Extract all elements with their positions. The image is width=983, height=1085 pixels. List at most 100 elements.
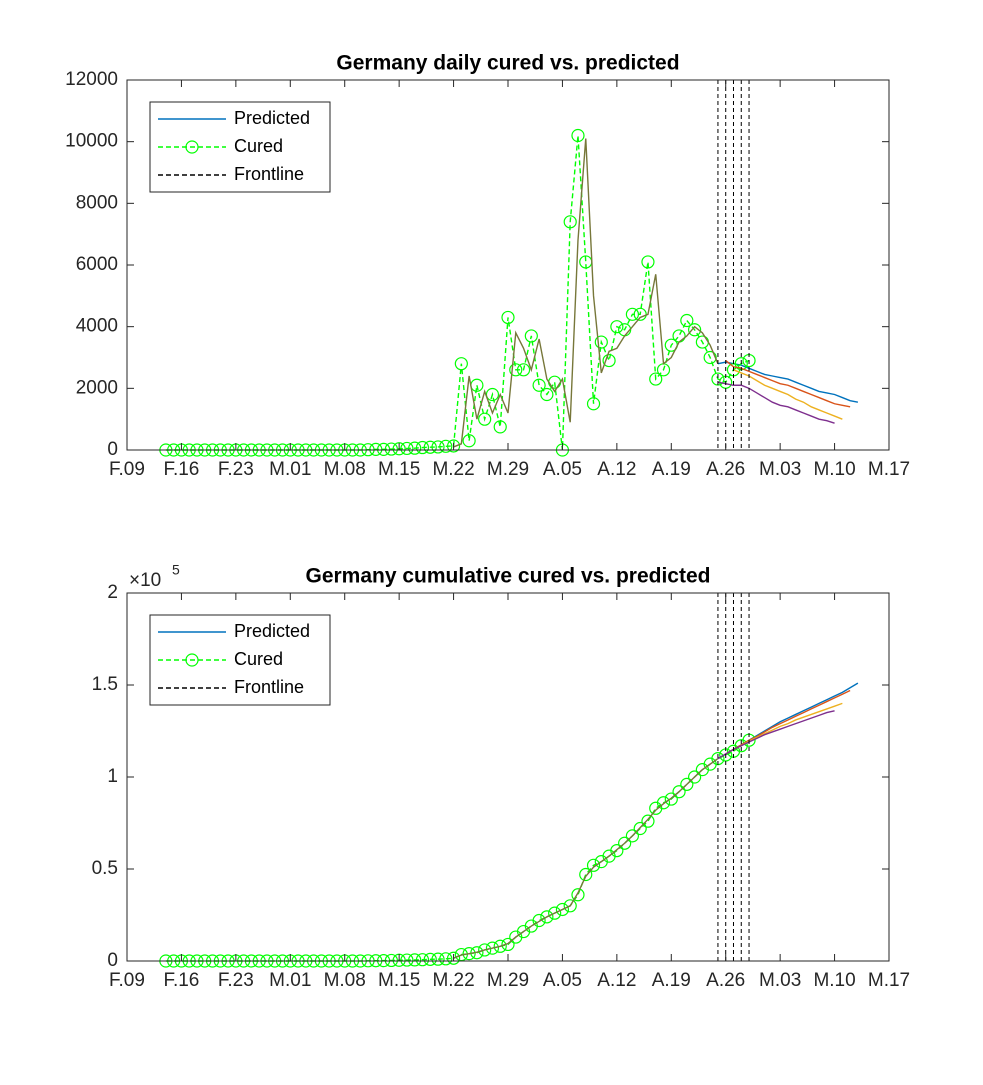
x-tick-label: M.17	[868, 970, 910, 991]
y-tick-label: 6000	[76, 254, 118, 275]
data-point	[563, 899, 577, 913]
chart-title: Germany daily cured vs. predicted	[336, 52, 679, 75]
legend-label: Frontline	[234, 164, 304, 184]
data-point	[478, 943, 492, 957]
x-tick-label: M.10	[813, 459, 855, 480]
x-tick-label: A.12	[597, 459, 636, 480]
data-point	[680, 313, 694, 328]
x-tick-label: F.16	[163, 970, 199, 991]
axis-exponent: ×10	[129, 570, 161, 591]
data-point	[672, 785, 686, 799]
data-point	[633, 821, 647, 836]
y-tick-label: 0.5	[92, 858, 118, 879]
data-point	[439, 952, 453, 966]
legend-box	[149, 614, 331, 706]
data-point	[423, 440, 437, 454]
y-tick-label: 12000	[65, 69, 118, 90]
data-point	[586, 858, 601, 872]
data-point	[579, 867, 593, 882]
data-point	[423, 952, 437, 966]
data-point	[454, 357, 468, 371]
x-tick-label: M.03	[759, 970, 801, 991]
data-point	[649, 372, 663, 386]
data-point	[586, 397, 601, 411]
data-point	[501, 310, 515, 325]
x-tick-label: F.09	[109, 970, 145, 991]
series-line	[453, 758, 719, 959]
legend-label: Frontline	[234, 677, 304, 697]
x-tick-label: M.03	[759, 459, 801, 480]
data-point	[524, 329, 538, 343]
y-tick-label: 1	[107, 766, 118, 787]
data-point	[548, 906, 562, 920]
data-point	[532, 913, 546, 928]
series-line	[717, 381, 835, 424]
data-point	[641, 255, 655, 269]
data-point	[501, 937, 515, 952]
data-point	[618, 836, 632, 850]
legend-label: Cured	[234, 136, 283, 156]
data-point	[610, 320, 624, 334]
data-point	[516, 363, 531, 377]
data-point	[555, 902, 570, 917]
data-point	[602, 353, 616, 368]
x-tick-label: F.09	[109, 459, 145, 480]
data-point	[446, 951, 461, 965]
data-point	[408, 441, 422, 455]
y-tick-label: 0	[107, 439, 118, 460]
data-point	[478, 412, 492, 426]
data-point	[415, 440, 430, 455]
legend-label: Predicted	[234, 621, 310, 641]
data-point	[563, 215, 577, 229]
x-tick-label: A.12	[597, 970, 636, 991]
legend-marker	[185, 653, 199, 667]
x-tick-label: A.19	[652, 459, 691, 480]
data-point	[400, 441, 414, 456]
series-line	[725, 360, 851, 408]
series-line	[717, 361, 859, 403]
data-point	[532, 378, 546, 392]
data-point	[509, 363, 523, 377]
data-point	[664, 792, 678, 806]
x-tick-label: M.15	[378, 970, 420, 991]
y-tick-label: 4000	[76, 316, 118, 337]
x-tick-label: M.17	[868, 459, 910, 480]
data-point	[485, 941, 500, 955]
data-point	[431, 440, 445, 454]
series-line	[453, 138, 719, 448]
data-point	[703, 350, 717, 365]
data-point	[688, 770, 702, 784]
x-tick-label: M.08	[324, 459, 366, 480]
x-tick-label: M.29	[487, 970, 529, 991]
data-point	[688, 323, 702, 337]
x-tick-label: F.16	[163, 459, 199, 480]
series-line	[733, 702, 843, 751]
data-point	[439, 439, 453, 453]
x-tick-label: F.23	[218, 459, 254, 480]
data-point	[462, 434, 476, 448]
data-point	[540, 910, 554, 924]
legend: Predicted Cured Frontline	[149, 101, 331, 193]
x-tick-label: A.05	[543, 459, 582, 480]
data-point	[462, 947, 476, 961]
data-point	[384, 442, 398, 456]
axis-exponent-power: 5	[172, 562, 180, 578]
data-point	[625, 829, 640, 843]
data-point	[400, 953, 414, 967]
data-point	[369, 442, 383, 456]
y-tick-label: 10000	[65, 131, 118, 152]
y-tick-label: 2000	[76, 377, 118, 398]
legend-label: Cured	[234, 649, 283, 669]
data-point	[493, 939, 507, 953]
x-tick-label: A.05	[543, 970, 582, 991]
legend-marker	[185, 140, 199, 154]
y-tick-label: 2	[107, 582, 118, 603]
x-tick-label: M.22	[432, 459, 474, 480]
data-point	[680, 777, 694, 791]
y-tick-label: 8000	[76, 192, 118, 213]
data-point	[656, 796, 671, 810]
data-point	[625, 307, 640, 321]
x-tick-label: M.15	[378, 459, 420, 480]
